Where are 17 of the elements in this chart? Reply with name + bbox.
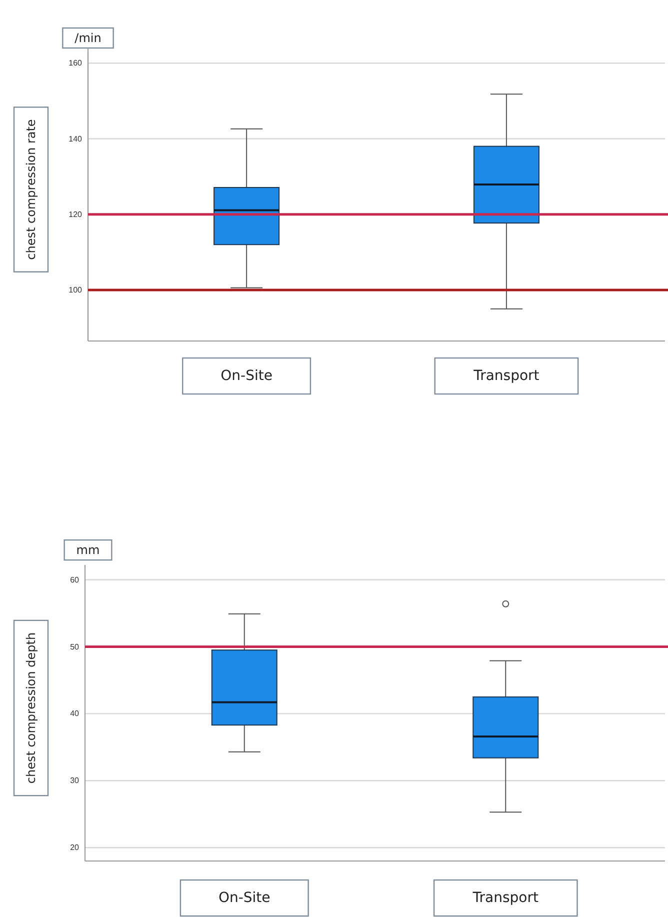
y-tick-label: 140 [68,134,83,144]
y-tick-label: 100 [68,286,83,295]
text: /min [74,31,102,45]
y-axis-title: chest compression depth [24,632,38,784]
x-tick-label: On-Site [218,890,270,906]
x-tick-label: Transport [472,368,540,384]
y-tick-label: 40 [70,709,80,718]
y-tick-label: 60 [70,575,80,584]
y-axis-title: chest compression rate [24,119,38,260]
y-tick-label: 160 [68,58,83,68]
x-tick-label: Transport [472,890,539,906]
y-tick-label: 20 [70,843,80,852]
y-tick-label: 30 [70,776,80,786]
text: mm [76,543,100,557]
x-tick-label: On-Site [220,368,272,384]
y-tick-label: 50 [70,642,80,652]
y-tick-label: 120 [68,210,83,219]
